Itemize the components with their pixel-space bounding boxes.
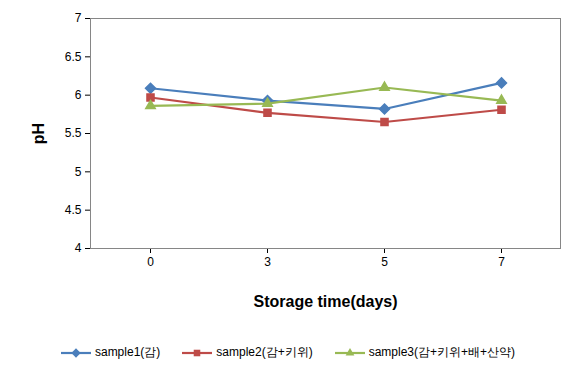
- svg-text:0: 0: [147, 255, 154, 269]
- svg-text:4: 4: [75, 241, 82, 255]
- svg-text:pH: pH: [30, 123, 47, 144]
- svg-text:6.5: 6.5: [65, 50, 82, 64]
- svg-text:4.5: 4.5: [65, 203, 82, 217]
- svg-text:Storage time(days): Storage time(days): [253, 293, 397, 310]
- html-text:sample3(감+키위+배+산약): sample3(감+키위+배+산약): [368, 345, 515, 359]
- html-text:sample1(감): sample1(감): [95, 345, 161, 359]
- svg-text:7: 7: [498, 255, 505, 269]
- svg-text:5: 5: [381, 255, 388, 269]
- html-text:sample2(감+키위): sample2(감+키위): [216, 345, 313, 359]
- svg-text:7: 7: [75, 11, 82, 25]
- svg-text:3: 3: [264, 255, 271, 269]
- svg-text:5: 5: [75, 165, 82, 179]
- svg-text:6: 6: [75, 88, 82, 102]
- svg-text:5.5: 5.5: [65, 126, 82, 140]
